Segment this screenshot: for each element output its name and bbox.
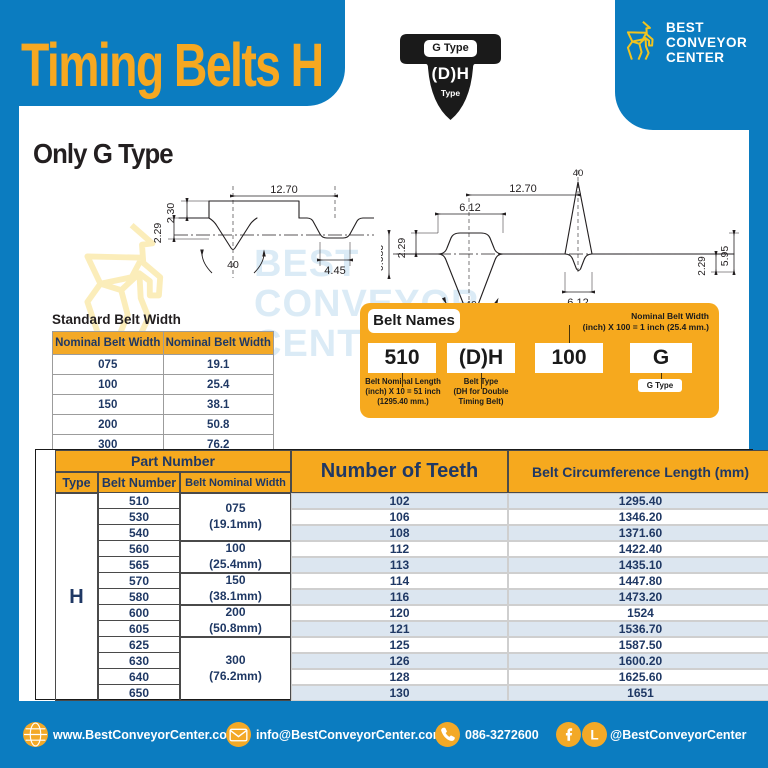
svg-text:2.29: 2.29 [152, 223, 164, 244]
svg-text:40: 40 [573, 168, 584, 179]
svg-text:12.70: 12.70 [509, 183, 537, 195]
svg-text:2.29: 2.29 [697, 256, 708, 276]
svg-text:40: 40 [227, 259, 239, 271]
svg-text:2.29: 2.29 [396, 238, 408, 259]
svg-text:12.70: 12.70 [270, 184, 298, 196]
svg-text:5.95: 5.95 [719, 246, 731, 267]
svg-text:6.12: 6.12 [459, 202, 480, 214]
svg-text:0.686: 0.686 [381, 245, 386, 271]
svg-text:2.30: 2.30 [165, 203, 177, 224]
svg-text:L: L [590, 728, 598, 743]
svg-text:4.45: 4.45 [324, 265, 345, 277]
